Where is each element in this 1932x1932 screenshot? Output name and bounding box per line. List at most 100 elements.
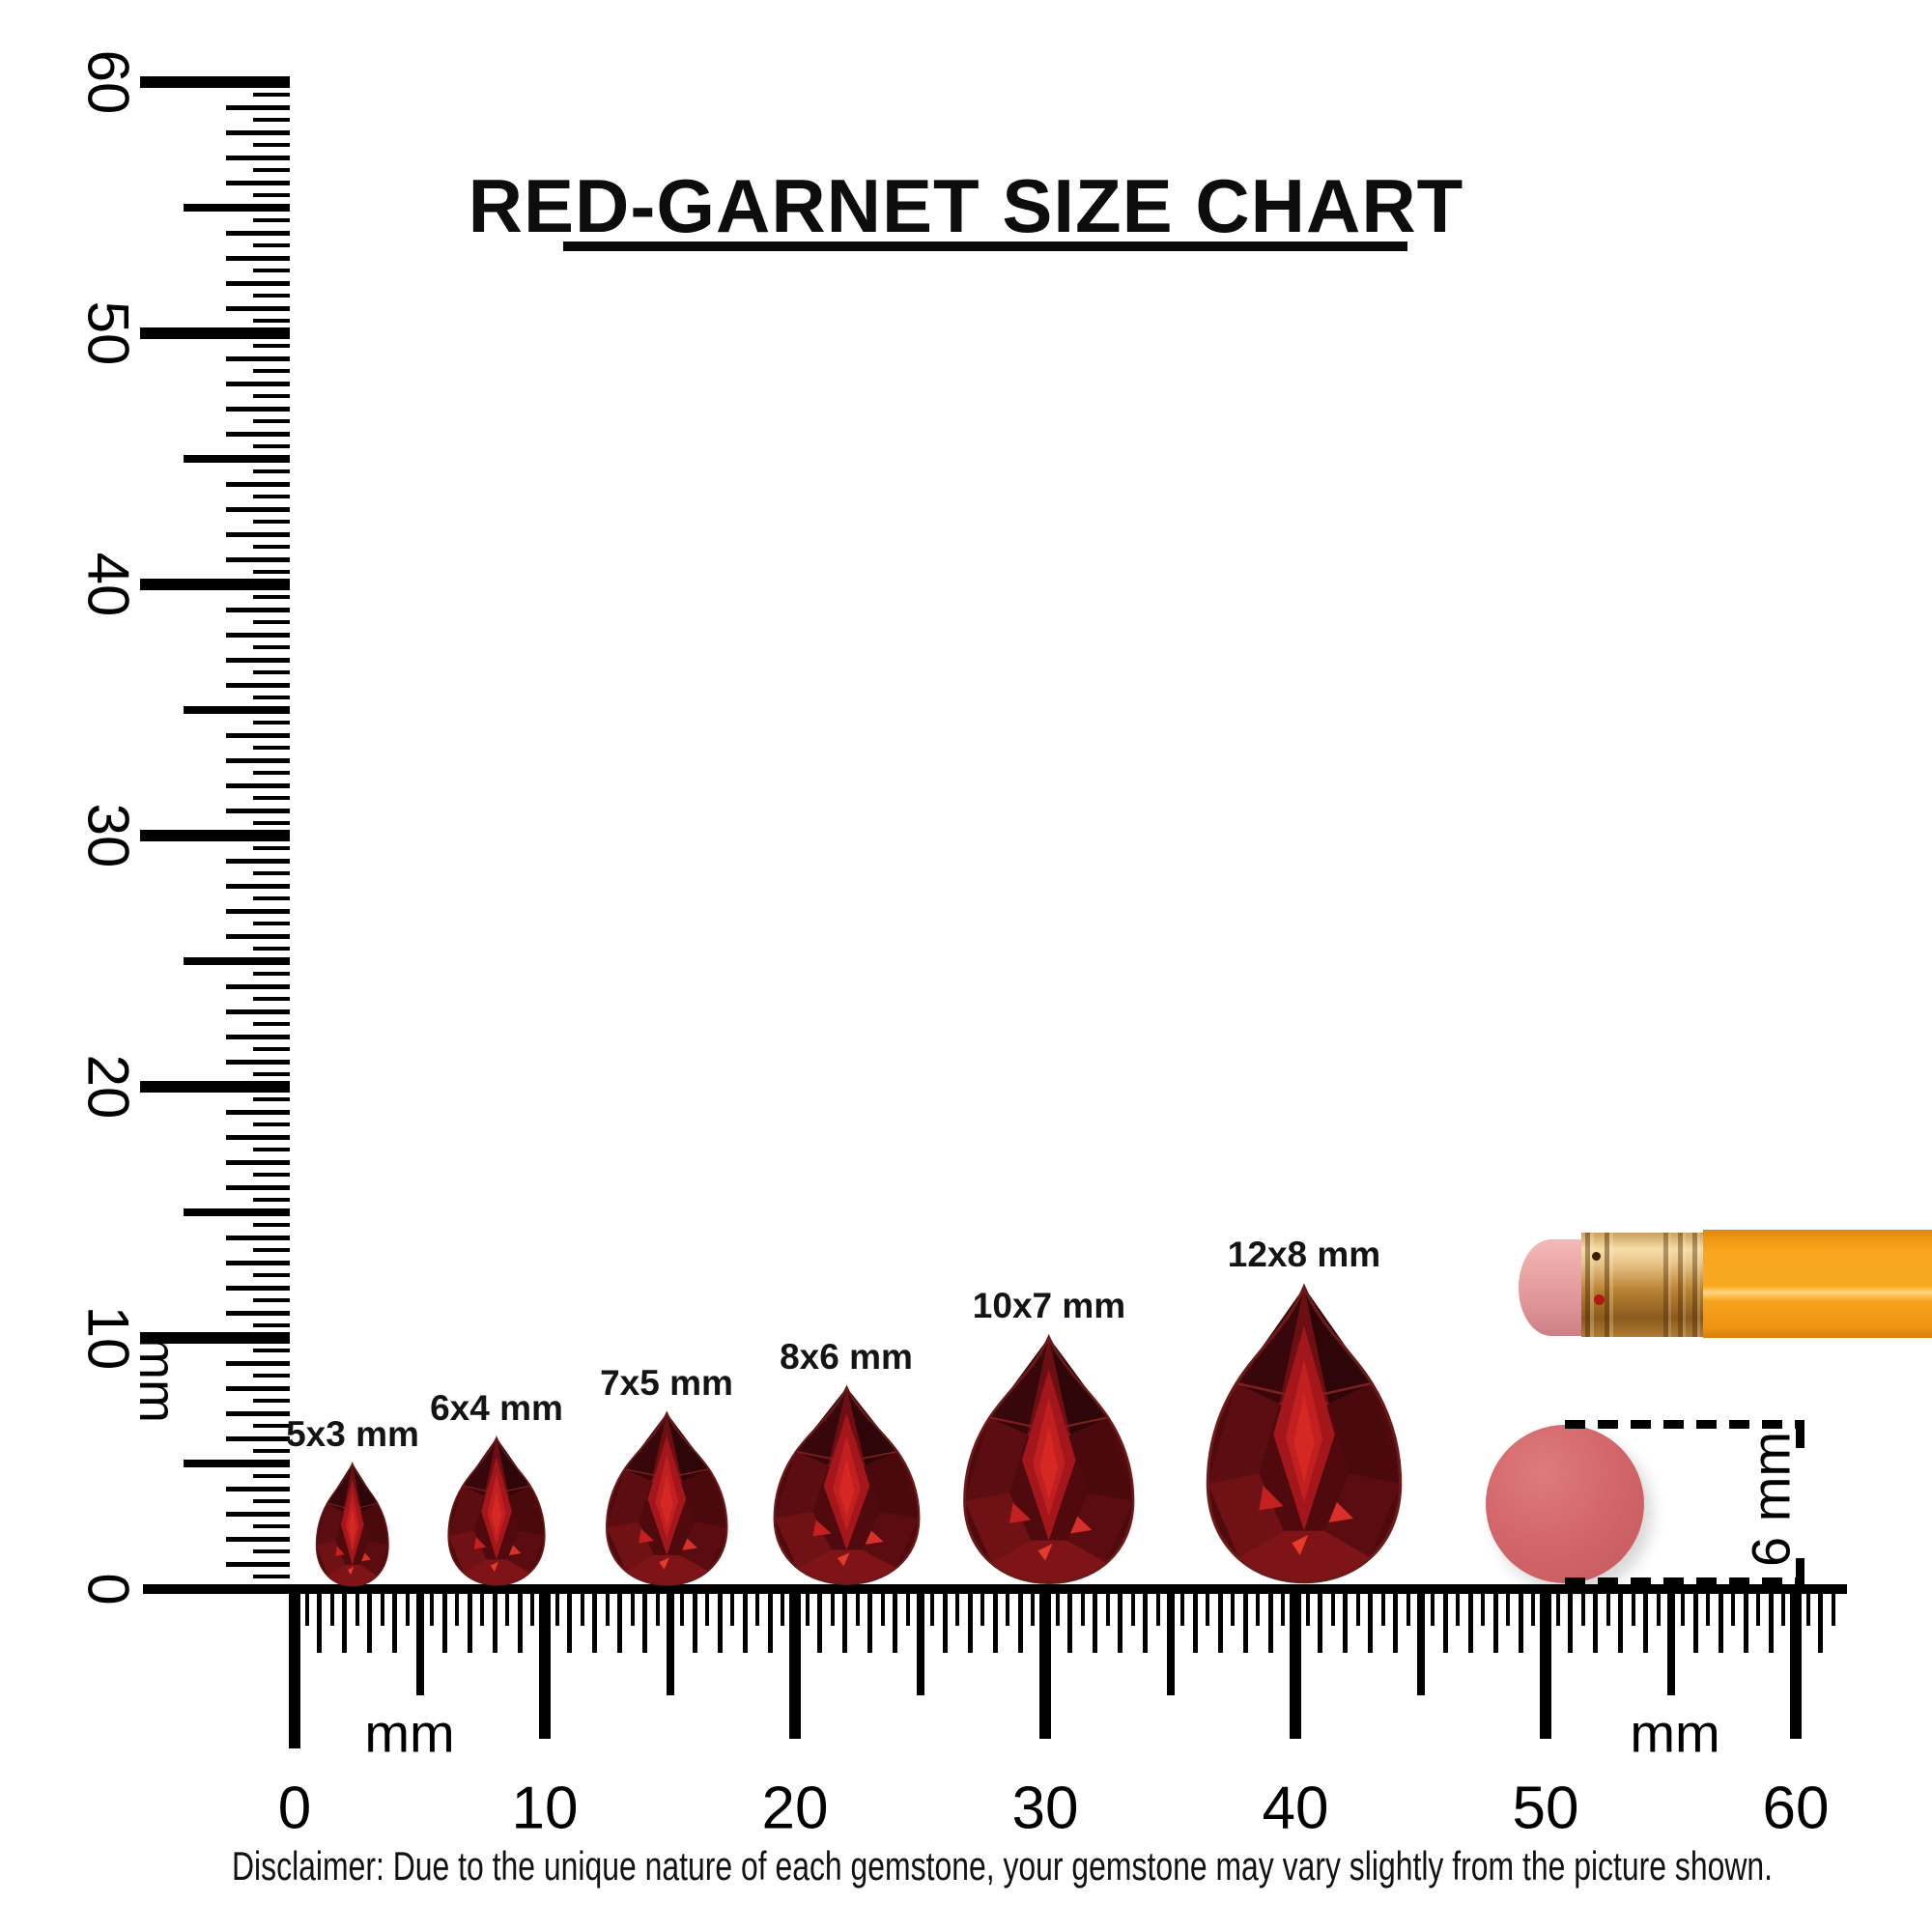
horizontal-ruler-tick xyxy=(1006,1589,1010,1626)
horizontal-ruler-tick xyxy=(1618,1589,1624,1653)
page-title: RED-GARNET SIZE CHART xyxy=(468,163,1464,248)
horizontal-ruler-tick xyxy=(1093,1589,1098,1653)
vertical-ruler-tick xyxy=(226,531,290,537)
gem-5x3mm xyxy=(314,1461,391,1589)
pencil-eraser-tip xyxy=(1519,1239,1588,1336)
horizontal-ruler-tick xyxy=(742,1589,748,1653)
vertical-ruler-tick xyxy=(253,1173,290,1177)
vertical-ruler-tick xyxy=(253,1072,290,1076)
vertical-ruler-tick xyxy=(253,1499,290,1503)
vertical-ruler-tick xyxy=(226,908,290,914)
horizontal-ruler-tick xyxy=(1355,1589,1360,1626)
vertical-ruler-tick xyxy=(226,1285,290,1291)
horizontal-ruler-tick xyxy=(1580,1589,1585,1626)
vertical-ruler-tick xyxy=(253,319,290,323)
horizontal-ruler-tick xyxy=(1768,1589,1774,1653)
horizontal-ruler-tick xyxy=(1305,1589,1310,1626)
vertical-ruler-tick xyxy=(253,670,290,674)
horizontal-ruler-tick xyxy=(1442,1589,1448,1653)
vertical-ruler-tick xyxy=(253,871,290,875)
horizontal-ruler-tick xyxy=(1281,1589,1286,1626)
vertical-ruler-tick xyxy=(140,1332,290,1344)
vertical-ruler-tick xyxy=(184,1460,290,1467)
horizontal-ruler-tick xyxy=(830,1589,835,1626)
vertical-ruler-tick xyxy=(253,922,290,925)
horizontal-ruler-tick xyxy=(1368,1589,1374,1653)
vertical-ruler-tick xyxy=(253,1323,290,1327)
vertical-ruler-tick xyxy=(253,1474,290,1478)
vertical-ruler-tick xyxy=(253,821,290,825)
eraser-end-circle xyxy=(1486,1425,1644,1583)
vertical-ruler-tick xyxy=(226,556,290,562)
vertical-ruler-tick xyxy=(253,469,290,473)
vertical-ruler-tick xyxy=(226,1536,290,1542)
vertical-ruler-tick xyxy=(226,1310,290,1316)
vertical-ruler-number: 20 xyxy=(75,1054,141,1120)
pencil-ferrule-dot xyxy=(1592,1252,1601,1261)
horizontal-ruler-tick xyxy=(367,1589,373,1653)
horizontal-ruler-tick xyxy=(1805,1589,1810,1626)
horizontal-ruler-tick xyxy=(1593,1589,1599,1653)
gem-size-label: 8x6 mm xyxy=(780,1337,913,1377)
gem-7x5mm xyxy=(603,1409,731,1589)
horizontal-ruler-tick xyxy=(1343,1589,1349,1653)
horizontal-ruler-number: 30 xyxy=(1011,1775,1079,1842)
horizontal-ruler-tick xyxy=(1290,1589,1301,1739)
horizontal-ruler-tick xyxy=(605,1589,610,1626)
horizontal-ruler-tick xyxy=(1143,1589,1149,1653)
vertical-ruler-tick xyxy=(253,1549,290,1553)
horizontal-ruler-tick xyxy=(392,1589,398,1653)
horizontal-ruler-tick xyxy=(1039,1589,1051,1739)
horizontal-ruler-tick xyxy=(642,1589,648,1653)
vertical-ruler-tick xyxy=(253,369,290,373)
horizontal-ruler-number: 50 xyxy=(1512,1775,1579,1842)
horizontal-ruler-tick xyxy=(1540,1589,1551,1739)
horizontal-ruler-tick xyxy=(1731,1589,1736,1626)
vertical-ruler-tick xyxy=(140,327,290,339)
vertical-ruler-tick xyxy=(226,129,290,135)
horizontal-ruler-tick xyxy=(455,1589,460,1626)
horizontal-ruler-tick xyxy=(592,1589,598,1653)
vertical-ruler-tick xyxy=(253,1148,290,1151)
vertical-ruler-number: 50 xyxy=(75,300,141,366)
vertical-ruler-tick xyxy=(184,706,290,714)
vertical-ruler-tick xyxy=(253,118,290,122)
vertical-ruler-tick xyxy=(253,1349,290,1352)
gem-size-label: 10x7 mm xyxy=(972,1286,1126,1325)
horizontal-ruler-tick xyxy=(1790,1589,1802,1739)
vertical-ruler-tick xyxy=(226,104,290,110)
horizontal-ruler-tick xyxy=(905,1589,910,1626)
horizontal-ruler-tick xyxy=(817,1589,823,1653)
vertical-ruler-tick xyxy=(226,431,290,437)
horizontal-ruler-number: 0 xyxy=(277,1775,312,1842)
horizontal-ruler-tick xyxy=(781,1589,785,1626)
vertical-ruler-tick xyxy=(226,858,290,864)
horizontal-ruler-tick xyxy=(467,1589,472,1653)
pencil-ferrule-paint-fleck xyxy=(1594,1294,1605,1305)
horizontal-ruler-tick xyxy=(380,1589,384,1626)
vertical-ruler-tick xyxy=(226,1486,290,1492)
vertical-ruler-tick xyxy=(253,947,290,951)
vertical-ruler-tick xyxy=(184,204,290,212)
vertical-ruler-tick xyxy=(226,381,290,386)
horizontal-ruler-tick xyxy=(480,1589,485,1626)
vertical-ruler-tick xyxy=(226,1034,290,1039)
vertical-ruler-tick xyxy=(226,180,290,185)
pencil-ferrule-crimp-left xyxy=(1585,1233,1624,1337)
horizontal-ruler-tick xyxy=(842,1589,848,1653)
horizontal-ruler-tick xyxy=(1456,1589,1461,1626)
horizontal-ruler-unit-label-right: mm xyxy=(1630,1702,1720,1764)
vertical-ruler-tick xyxy=(253,1198,290,1202)
vertical-ruler-tick xyxy=(140,76,290,88)
vertical-ruler-tick xyxy=(253,1022,290,1026)
horizontal-ruler-tick xyxy=(1555,1589,1560,1626)
horizontal-ruler-number: 60 xyxy=(1762,1775,1830,1842)
vertical-ruler-tick xyxy=(253,997,290,1001)
horizontal-ruler-tick xyxy=(992,1589,998,1653)
horizontal-ruler-tick xyxy=(755,1589,760,1626)
horizontal-ruler-tick xyxy=(1718,1589,1723,1653)
vertical-ruler-tick xyxy=(253,972,290,976)
vertical-ruler-tick xyxy=(253,419,290,423)
horizontal-ruler-tick xyxy=(855,1589,860,1626)
vertical-ruler-tick xyxy=(253,1248,290,1252)
